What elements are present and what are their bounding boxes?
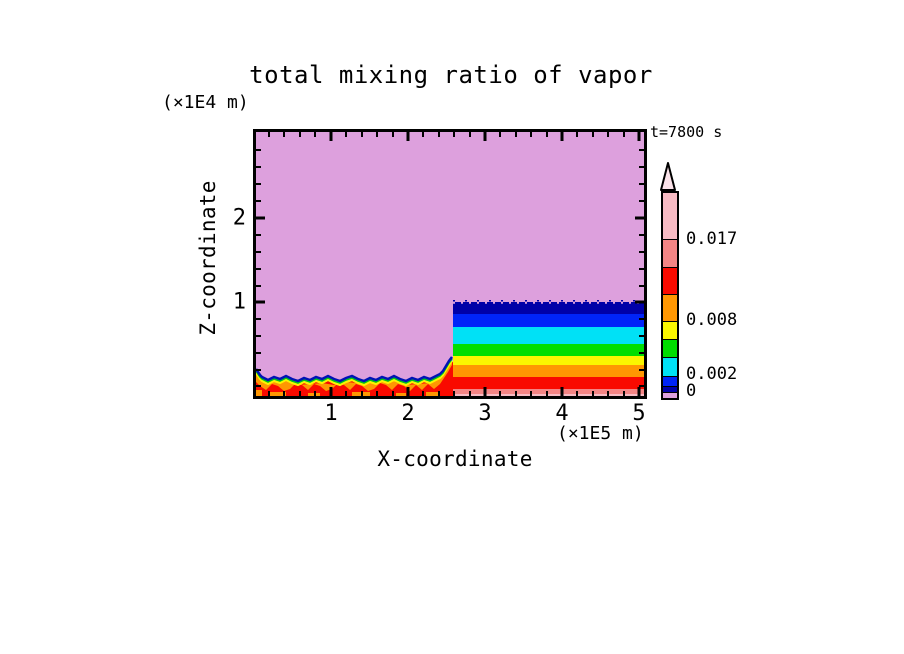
- colorbar-label-0002: 0.002: [686, 364, 738, 384]
- colorbar-segment-red: [663, 267, 677, 294]
- x-tick-label-1: 1: [324, 401, 338, 426]
- colorbar-segment-orange: [663, 294, 677, 321]
- y-tick-label-2: 2: [232, 205, 246, 231]
- contour-field: [256, 132, 644, 396]
- colorbar-segment-blue: [663, 376, 677, 386]
- colorbar-label-0017: 0.017: [686, 229, 738, 249]
- x-tick-label-3: 3: [478, 401, 492, 426]
- y-axis-label: Z-coordinate: [196, 180, 220, 336]
- y-tick-label-1: 1: [232, 289, 246, 315]
- plot-area: [253, 129, 647, 399]
- y-axis-unit: (×1E4 m): [162, 92, 249, 113]
- x-tick-label-4: 4: [555, 401, 569, 426]
- right-band-stack: [453, 302, 644, 396]
- colorbar-segment-lightpink: [663, 193, 677, 239]
- colorbar-segment-yellow: [663, 321, 677, 339]
- colorbar-segment-green: [663, 339, 677, 357]
- colorbar-label-0: 0: [686, 381, 697, 401]
- colorbar-overflow-arrow: [660, 162, 676, 191]
- colorbar-segment-navy: [663, 386, 677, 392]
- x-axis-unit: (×1E5 m): [557, 423, 644, 444]
- colorbar-segment-salmon: [663, 239, 677, 267]
- axis-ticks: [256, 132, 644, 396]
- time-label: t=7800 s: [650, 123, 723, 141]
- colorbar-segment-cyan: [663, 357, 677, 376]
- x-tick-label-5: 5: [632, 401, 646, 426]
- x-tick-label-2: 2: [401, 401, 415, 426]
- colorbar-label-0008: 0.008: [686, 310, 738, 330]
- colorbar: [661, 191, 679, 400]
- x-axis-label: X-coordinate: [377, 447, 533, 471]
- chart-title: total mixing ratio of vapor: [249, 61, 653, 89]
- colorbar-segment-violet: [663, 392, 677, 398]
